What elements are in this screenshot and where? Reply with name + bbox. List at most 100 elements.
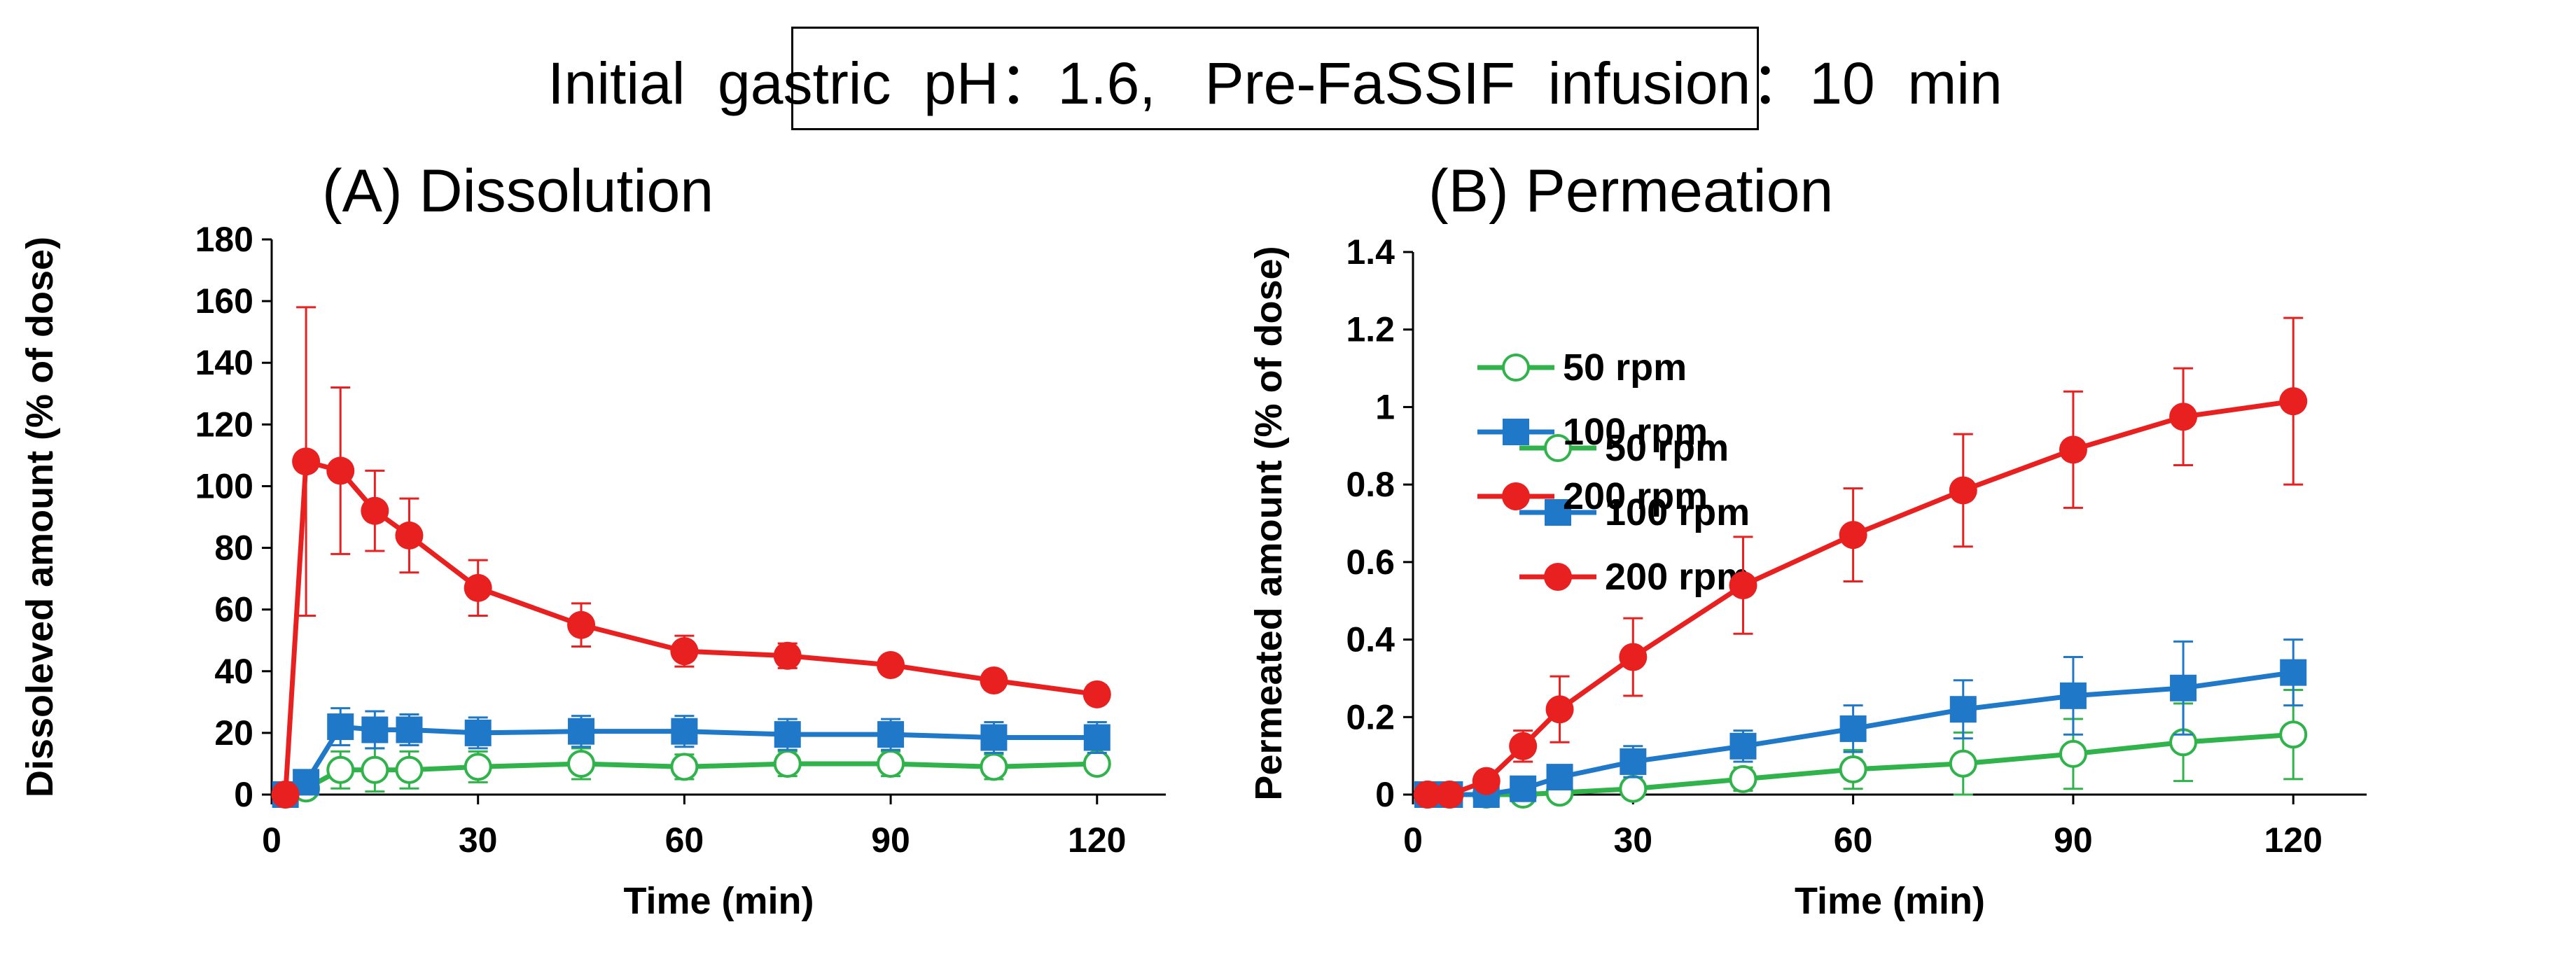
data-point (395, 521, 424, 550)
data-point (980, 666, 1008, 694)
y-tick-label: 1.4 (1346, 232, 1395, 272)
data-point (1509, 732, 1538, 760)
data-point (2170, 674, 2197, 701)
data-point (773, 749, 802, 778)
data-point (2279, 720, 2308, 749)
y-tick-label: 180 (195, 220, 253, 259)
data-point (1619, 774, 1648, 803)
data-point (2279, 387, 2308, 416)
legend-label: 50 rpm (1605, 427, 1729, 469)
data-point (1839, 755, 1867, 784)
y-tick-label: 1.2 (1346, 310, 1395, 349)
series-50-rpm (271, 747, 1111, 809)
legend-label: 200 rpm (1605, 556, 1750, 598)
data-point (292, 447, 321, 476)
y-tick-label: 120 (195, 405, 253, 444)
series-100-rpm (272, 707, 1111, 808)
data-point (464, 573, 492, 602)
data-point (395, 755, 424, 784)
x-tick-label: 30 (1613, 820, 1652, 860)
legend-marker (1544, 563, 1572, 591)
y-tick-label: 100 (195, 466, 253, 505)
x-tick-label: 90 (2054, 820, 2093, 860)
data-point (1082, 680, 1111, 708)
data-point (671, 718, 698, 745)
y-tick-label: 0.2 (1346, 697, 1395, 736)
data-point (1435, 781, 1464, 809)
data-point (1839, 521, 1867, 550)
data-point (361, 755, 389, 784)
y-tick-label: 80 (214, 529, 253, 568)
data-point (1839, 715, 1867, 742)
y-tick-label: 60 (214, 590, 253, 629)
data-point (271, 781, 300, 809)
data-point (1949, 749, 1977, 778)
data-point (464, 753, 492, 781)
x-tick-label: 90 (871, 820, 910, 860)
data-point (877, 749, 905, 778)
data-point (1949, 696, 1977, 723)
data-point (464, 719, 492, 746)
legend-label: 100 rpm (1563, 411, 1708, 453)
legend-marker (1545, 499, 1571, 526)
condition-header: Initial gastric pH：1.6, Pre-FaSSIF infus… (548, 27, 2003, 130)
data-point (2059, 435, 2087, 464)
x-tick-label: 30 (459, 820, 498, 860)
data-point (1545, 695, 1574, 724)
y-tick-label: 1 (1375, 387, 1395, 426)
x-axis-label: Time (min) (1795, 880, 1985, 922)
legend-label: 50 rpm (1563, 347, 1687, 389)
data-point (1620, 748, 1647, 775)
data-point (567, 749, 596, 778)
x-tick-label: 60 (665, 820, 704, 860)
data-point (773, 641, 802, 670)
legend-label: 100 rpm (1605, 491, 1750, 533)
panel-title: (A) Dissolution (322, 158, 713, 225)
x-tick-label: 120 (2264, 820, 2323, 860)
x-tick-label: 0 (262, 820, 281, 860)
chart-b: (B) Permeation 0 0.2 0.4 0.6 0.8 1 1.2 1.4 0 30 60 9… (1248, 158, 2367, 922)
data-point (1546, 764, 1573, 791)
data-point (1729, 571, 1757, 600)
data-point (1082, 749, 1111, 778)
data-point (1949, 476, 1977, 505)
data-point (1510, 775, 1537, 802)
data-point (396, 716, 423, 743)
data-point (774, 721, 801, 748)
data-point (877, 721, 905, 748)
data-point (326, 456, 355, 485)
data-point (361, 496, 389, 525)
data-point (980, 753, 1008, 781)
data-point (670, 637, 699, 666)
x-tick-label: 0 (1403, 820, 1423, 860)
panel-title: (B) Permeation (1428, 158, 1833, 225)
data-point (2280, 659, 2307, 686)
x-tick-label: 120 (1068, 820, 1126, 860)
data-point (1729, 764, 1757, 793)
data-point (877, 650, 905, 679)
y-tick-label: 0 (1375, 775, 1395, 814)
legend-marker (1502, 354, 1530, 382)
data-point (327, 713, 354, 741)
y-tick-label: 0.8 (1346, 465, 1395, 504)
y-tick-label: 140 (195, 343, 253, 382)
y-axis-label: Permeated amount (% of dose) (1248, 246, 1290, 800)
legend-marker (1544, 434, 1572, 462)
data-point (1413, 781, 1442, 809)
legend-marker (1503, 419, 1529, 445)
data-point (1472, 767, 1501, 795)
y-tick-label: 40 (214, 652, 253, 691)
data-point (1083, 724, 1111, 751)
data-point (326, 755, 355, 784)
x-axis-label: Time (min) (623, 880, 814, 922)
y-tick-label: 0 (234, 775, 253, 814)
chart-a: (A) Dissolution0204060801001201401601800… (19, 158, 1750, 922)
data-point (2059, 739, 2087, 768)
y-tick-label: 160 (195, 281, 253, 321)
data-point (567, 610, 596, 639)
x-tick-label: 60 (1834, 820, 1873, 860)
series-200-rpm (1413, 316, 2308, 809)
data-point (2169, 403, 2198, 431)
